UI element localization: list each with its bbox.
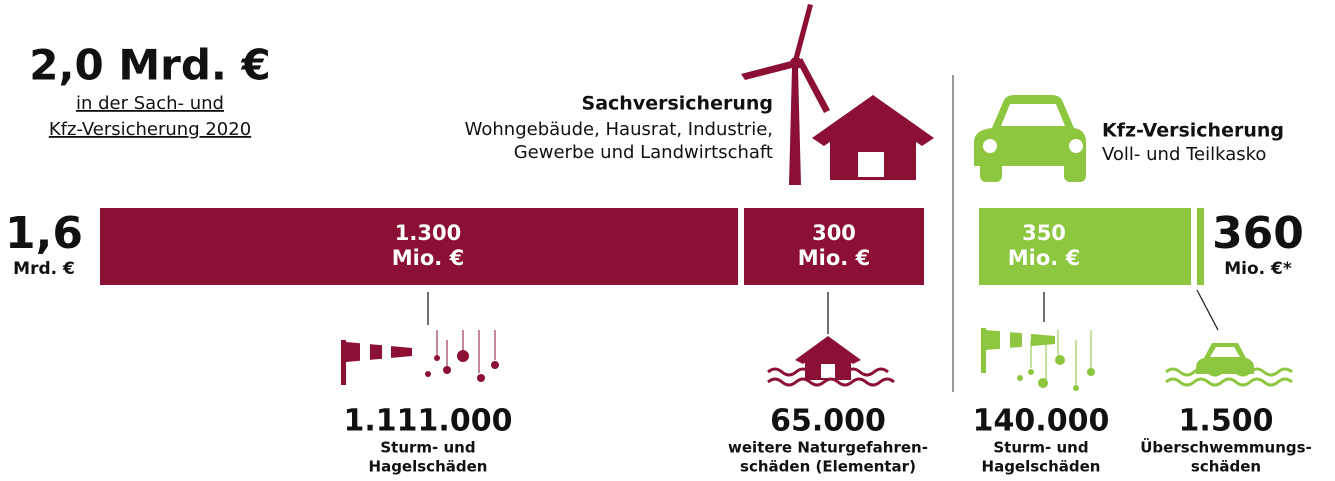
kfz-line: Voll- und Teilkasko — [1102, 144, 1266, 165]
claim-label: schäden (Elementar) — [740, 458, 916, 476]
claim-count: 1.500 — [1179, 404, 1274, 439]
claim-label: schäden — [1191, 458, 1261, 476]
sach-line: Gewerbe und Landwirtschaft — [514, 142, 773, 163]
house-icon — [812, 95, 934, 180]
claim-count: 1.111.000 — [344, 404, 513, 439]
claim-label: Hagelschäden — [369, 458, 488, 476]
storm-icon — [981, 328, 1095, 391]
claim-count: 65.000 — [770, 404, 886, 439]
segment-number: 1.300 — [395, 221, 461, 245]
headline-line: Kfz-Versicherung 2020 — [49, 119, 251, 140]
claim-label: Überschwemmungs- — [1140, 438, 1312, 457]
flood-car-icon — [1166, 343, 1292, 385]
sach-total: 1,6 — [5, 208, 83, 259]
segment-number: 300 — [812, 221, 856, 245]
segment-unit: Mio. € — [1008, 246, 1080, 270]
headline-line: in der Sach- und — [76, 93, 224, 114]
car-icon — [974, 95, 1086, 182]
kfz-total: 360 — [1212, 208, 1304, 259]
flood-house-icon — [768, 336, 894, 385]
claim-label: Sturm- und — [380, 439, 475, 457]
claim-count: 140.000 — [973, 404, 1110, 439]
connector — [428, 290, 1218, 334]
segment-bar — [1197, 208, 1204, 285]
segment-number: 350 — [1022, 221, 1066, 245]
storm-icon — [341, 330, 499, 385]
kfz-title: Kfz-Versicherung — [1102, 120, 1284, 142]
headline-amount: 2,0 Mrd. € — [29, 41, 270, 90]
infographic: 2,0 Mrd. € in der Sach- und Kfz-Versiche… — [0, 0, 1335, 481]
claim-label: Hagelschäden — [982, 458, 1101, 476]
sach-title: Sachversicherung — [582, 93, 773, 115]
segment-unit: Mio. € — [798, 246, 870, 270]
sach-line: Wohngebäude, Hausrat, Industrie, — [465, 119, 773, 140]
kfz-total-unit: Mio. €* — [1224, 259, 1292, 279]
sach-total-unit: Mrd. € — [13, 259, 75, 279]
claim-label: Sturm- und — [993, 439, 1088, 457]
claim-label: weitere Naturgefahren- — [728, 439, 928, 457]
segment-unit: Mio. € — [392, 246, 464, 270]
